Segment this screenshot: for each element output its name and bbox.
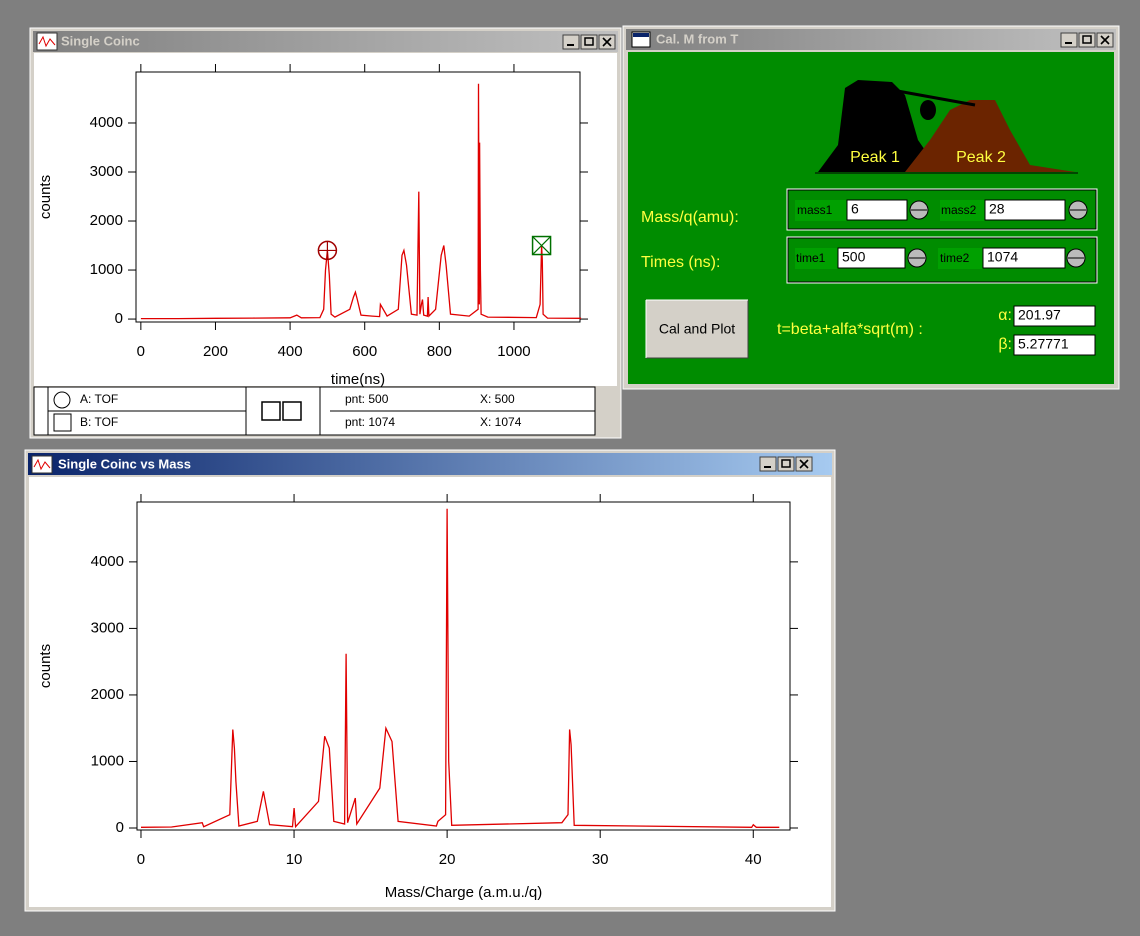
cursor-b-label: B: TOF [80,415,118,429]
y-tick-label: 3000 [91,619,124,636]
window-calibration[interactable]: Cal. M from T Peak 1 Peak 2 Mass/q(amu):… [623,26,1119,389]
page: {"windows": [{"title": "Single Coinc"}, … [0,0,1140,936]
cursor-a-label: A: TOF [80,392,118,406]
y-tick-label: 0 [116,819,124,836]
x-tick-label: 200 [203,343,228,360]
cursor-b-point: pnt: 1074 [345,415,395,429]
time2-value: 1074 [987,249,1018,265]
window-controls[interactable] [563,35,615,49]
window-controls[interactable] [1061,33,1113,47]
window-title: Single Coinc [61,33,140,48]
button-label: Cal and Plot [659,321,735,337]
cursor-a-x: X: 500 [480,392,515,406]
mass-label: Mass/q(amu): [641,209,739,226]
y-tick-label: 2000 [90,212,123,229]
y-tick-label: 4000 [91,553,124,570]
y-axis-label: counts [37,175,54,219]
mass2-label: mass2 [941,203,977,217]
beta-value: 5.27771 [1018,336,1069,352]
y-tick-label: 4000 [90,114,123,131]
alpha-value: 201.97 [1018,307,1061,323]
y-axis-label: counts [37,644,54,688]
x-tick-label: 600 [352,343,377,360]
x-tick-label: 0 [137,343,145,360]
desktop: Single Coinc A: TOF B: TOF pnt: 500 X: 5… [0,0,1140,936]
time1-label: time1 [796,251,826,265]
alpha-label: α: [998,307,1012,324]
window-single-coinc[interactable]: Single Coinc A: TOF B: TOF pnt: 500 X: 5… [30,28,621,438]
cursor-b-x: X: 1074 [480,415,522,429]
y-tick-label: 3000 [90,163,123,180]
cursor-a-point: pnt: 500 [345,392,389,406]
peak-1-label: Peak 1 [850,149,900,166]
y-tick-label: 0 [115,310,123,327]
y-tick-label: 2000 [91,686,124,703]
time1-value: 500 [842,249,866,265]
mass2-value: 28 [989,201,1005,217]
x-tick-label: 10 [286,851,303,868]
window-single-coinc-vs-mass[interactable]: Single Coinc vs Mass [25,450,835,911]
mass1-label: mass1 [797,203,833,217]
x-tick-label: 30 [592,851,609,868]
peak-2-label: Peak 2 [956,149,1006,166]
x-tick-label: 20 [439,851,456,868]
time2-label: time2 [940,251,970,265]
window-title: Single Coinc vs Mass [58,456,191,471]
x-tick-label: 1000 [497,343,530,360]
x-axis-label: Mass/Charge (a.m.u./q) [385,884,543,901]
x-axis-label: time(ns) [331,371,385,388]
x-tick-label: 400 [278,343,303,360]
x-tick-label: 40 [745,851,762,868]
y-tick-label: 1000 [91,752,124,769]
y-tick-label: 1000 [90,261,123,278]
window-controls[interactable] [760,457,812,471]
times-label: Times (ns): [641,254,720,271]
beta-label: β: [998,336,1012,353]
mass1-value: 6 [851,201,859,217]
window-title: Cal. M from T [656,31,738,46]
x-tick-label: 800 [427,343,452,360]
formula: t=beta+alfa*sqrt(m) : [777,321,923,338]
x-tick-label: 0 [137,851,145,868]
